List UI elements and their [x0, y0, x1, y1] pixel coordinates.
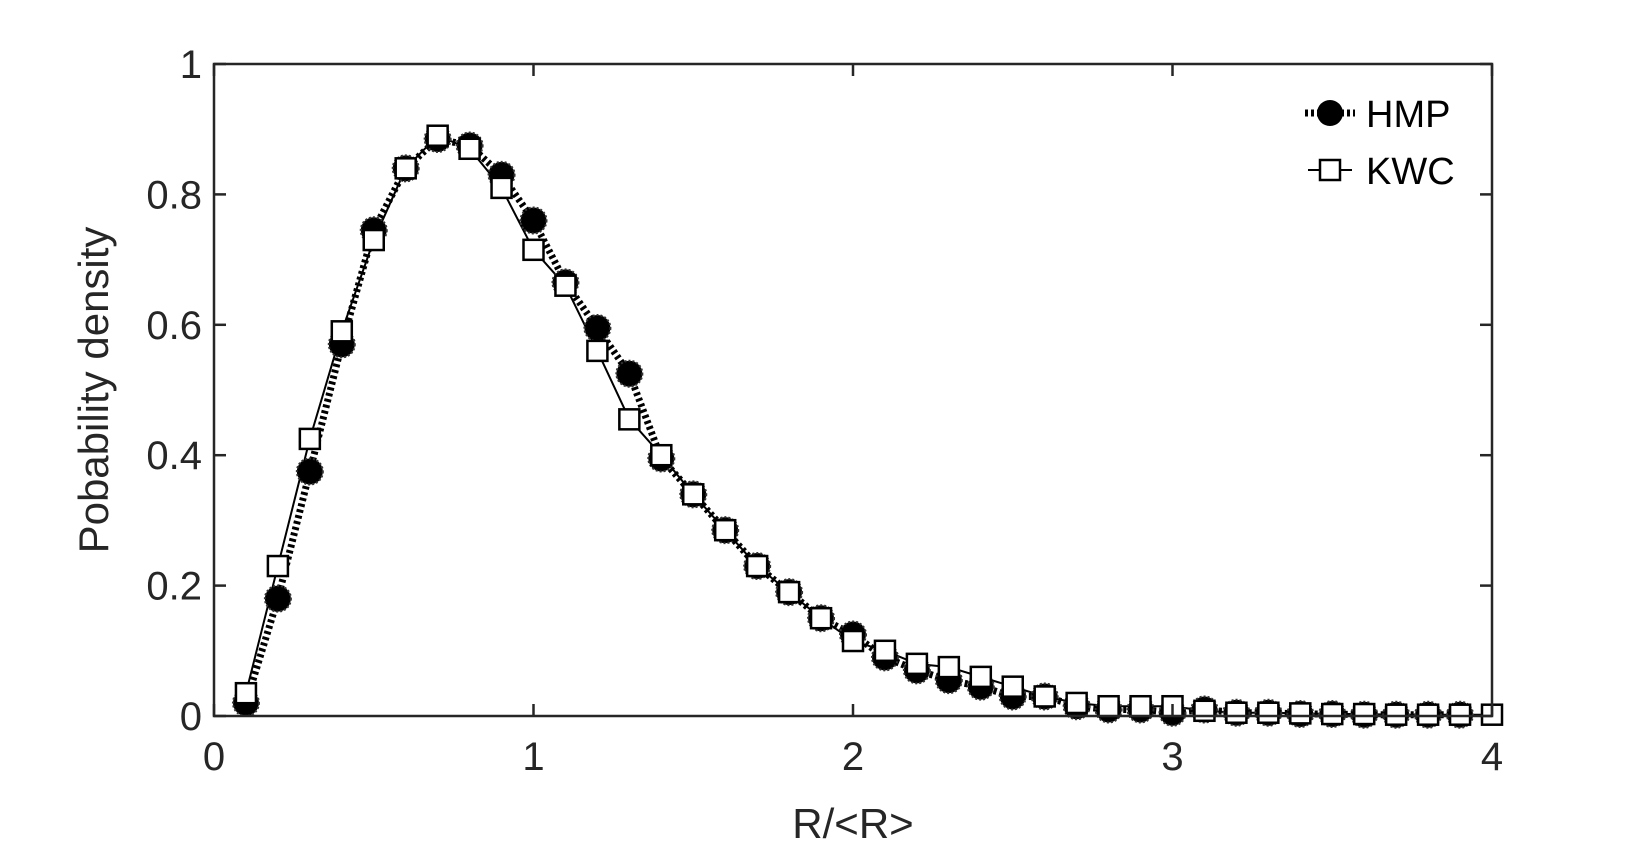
kwc-point: [1352, 702, 1376, 726]
kwc-point: [586, 339, 609, 363]
kwc-point: [1416, 703, 1440, 726]
kwc-point: [554, 274, 577, 297]
kwc-point: [809, 606, 833, 630]
kwc-point: [1321, 702, 1344, 726]
axis-ticks: 0 1 2 3 4 0 0.2 0.4 0.6 0.8 1: [146, 43, 1503, 779]
kwc-point: [426, 124, 449, 147]
kwc-point: [330, 320, 354, 343]
legend-marker-kwc: [1318, 158, 1342, 182]
kwc-point: [1097, 694, 1120, 718]
kwc-point: [490, 176, 513, 200]
legend-label-hmp: HMP: [1366, 94, 1450, 136]
legend-label-kwc: KWC: [1366, 151, 1455, 193]
kwc-point: [873, 639, 897, 663]
y-axis-label: Pobability density: [70, 227, 117, 554]
kwc-point: [1448, 703, 1472, 726]
y-tick-label: 0.6: [146, 304, 202, 348]
legend-marker-hmp: [1317, 100, 1343, 126]
kwc-point: [713, 518, 737, 542]
y-tick-label: 0.2: [146, 565, 202, 609]
kwc-point: [1065, 691, 1088, 715]
kwc-point: [1257, 701, 1280, 724]
kwc-point: [618, 408, 641, 431]
x-tick-label: 4: [1481, 735, 1503, 779]
hmp-point: [519, 206, 548, 235]
x-tick-label: 2: [842, 735, 864, 779]
kwc-point: [841, 629, 865, 653]
series-layer: [231, 124, 1504, 729]
kwc-point: [458, 137, 481, 161]
kwc-point: [298, 427, 322, 451]
y-tick-label: 0.8: [146, 173, 202, 217]
kwc-point: [362, 228, 385, 252]
kwc-point: [777, 580, 801, 604]
kwc-point: [650, 443, 673, 467]
kwc-point: [1289, 702, 1312, 725]
kwc-point: [682, 483, 705, 506]
y-tick-label: 0.4: [146, 434, 202, 478]
hmp-point: [263, 584, 292, 613]
kwc-point: [1033, 685, 1056, 708]
legend: HMP KWC: [1300, 84, 1480, 196]
kwc-point: [522, 238, 545, 262]
hmp-point: [583, 314, 612, 343]
kwc-point: [1001, 675, 1024, 698]
hmp-point: [615, 359, 644, 388]
series-line-kwc: [244, 134, 1492, 716]
kwc-point: [1225, 701, 1248, 724]
kwc-point: [1193, 699, 1216, 723]
kwc-point: [1129, 694, 1152, 718]
kwc-point: [266, 554, 290, 578]
y-tick-label: 0: [180, 695, 202, 739]
kwc-point: [1384, 703, 1408, 726]
x-tick-label: 1: [522, 735, 544, 779]
kwc-point: [394, 157, 417, 180]
x-tick-label: 3: [1161, 735, 1183, 779]
kwc-point: [969, 665, 993, 689]
kwc-point: [905, 652, 929, 676]
y-tick-label: 1: [180, 43, 202, 87]
hmp-point: [295, 457, 324, 486]
kwc-point: [745, 554, 769, 578]
x-axis-label: R/<R>: [792, 800, 913, 847]
x-tick-label: 0: [203, 735, 225, 779]
kwc-point: [937, 655, 961, 679]
kwc-point: [234, 681, 258, 705]
